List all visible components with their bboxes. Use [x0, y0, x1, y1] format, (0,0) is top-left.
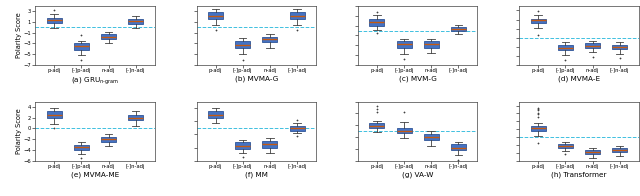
X-axis label: (c) MVM-G: (c) MVM-G [399, 75, 436, 82]
PathPatch shape [101, 34, 116, 39]
PathPatch shape [74, 44, 89, 50]
PathPatch shape [424, 41, 438, 48]
PathPatch shape [47, 111, 61, 118]
PathPatch shape [612, 148, 627, 152]
PathPatch shape [558, 44, 573, 50]
PathPatch shape [397, 41, 412, 48]
PathPatch shape [47, 18, 61, 23]
PathPatch shape [424, 134, 438, 140]
PathPatch shape [451, 27, 466, 32]
PathPatch shape [236, 142, 250, 149]
PathPatch shape [369, 19, 385, 26]
X-axis label: (f) MM: (f) MM [245, 171, 268, 178]
PathPatch shape [262, 37, 277, 42]
PathPatch shape [612, 44, 627, 49]
Y-axis label: Polarity Score: Polarity Score [16, 13, 22, 58]
PathPatch shape [128, 19, 143, 24]
PathPatch shape [531, 126, 546, 131]
PathPatch shape [101, 137, 116, 142]
PathPatch shape [531, 19, 546, 23]
PathPatch shape [262, 141, 277, 148]
X-axis label: (e) MVMA-ME: (e) MVMA-ME [71, 171, 119, 178]
X-axis label: (a) GRU$_{n\text{-gram}}$: (a) GRU$_{n\text{-gram}}$ [71, 75, 119, 87]
X-axis label: (d) MVMA-E: (d) MVMA-E [558, 75, 600, 82]
PathPatch shape [397, 128, 412, 133]
PathPatch shape [74, 145, 89, 150]
PathPatch shape [585, 43, 600, 48]
PathPatch shape [558, 144, 573, 148]
PathPatch shape [289, 12, 305, 19]
PathPatch shape [236, 41, 250, 48]
PathPatch shape [369, 123, 385, 128]
X-axis label: (h) Transformer: (h) Transformer [551, 171, 607, 178]
PathPatch shape [208, 112, 223, 118]
PathPatch shape [451, 144, 466, 150]
X-axis label: (b) MVMA-G: (b) MVMA-G [235, 75, 278, 82]
PathPatch shape [128, 115, 143, 120]
PathPatch shape [208, 12, 223, 19]
PathPatch shape [289, 126, 305, 131]
Y-axis label: Polarity Score: Polarity Score [16, 108, 22, 154]
X-axis label: (g) VA-W: (g) VA-W [402, 171, 433, 178]
PathPatch shape [585, 150, 600, 154]
